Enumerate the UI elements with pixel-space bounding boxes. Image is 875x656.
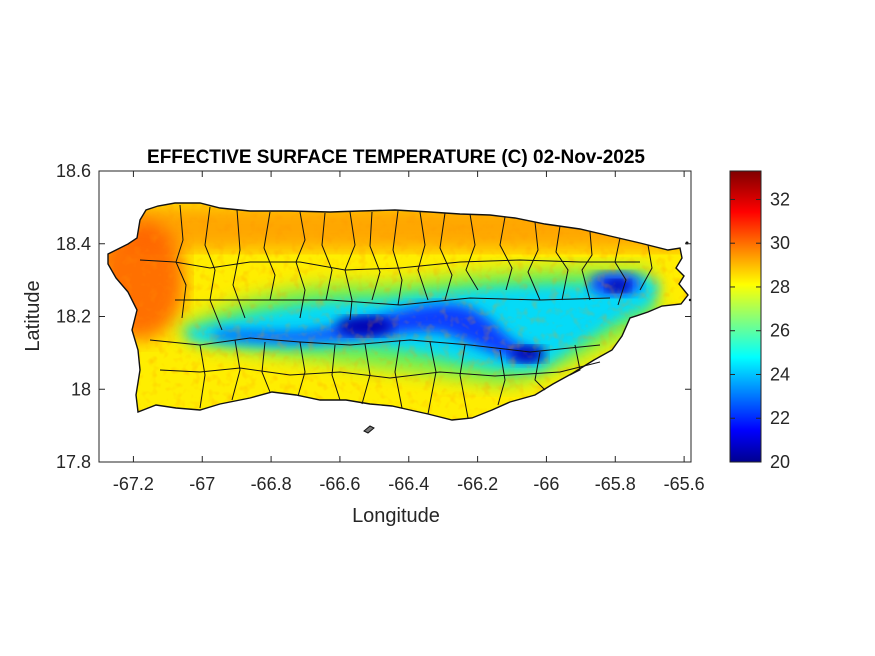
municipal-boundary [459,344,469,419]
municipal-boundaries [139,204,653,419]
municipal-boundary [497,349,506,406]
municipal-boundary [139,259,640,271]
colorbar-tick-label: 24 [770,364,790,384]
municipal-boundary [465,213,479,291]
municipal-boundary [639,244,653,291]
municipal-boundary [569,344,581,376]
x-tick-label: -67 [189,474,215,494]
municipal-boundary [499,216,513,291]
municipal-boundary [427,341,437,415]
municipal-boundary [614,237,627,306]
east-cay-2 [688,298,692,302]
y-tick-label: 18.6 [56,161,91,181]
x-tick-label: -66.2 [457,474,498,494]
municipal-boundary [261,341,271,393]
municipal-boundary [361,343,371,405]
municipal-boundary [175,297,611,306]
x-axis-ticks: -67.2 -67 -66.8 -66.6 -66.4 -66.2 -66 -65.8 -65.… [113,171,705,494]
municipal-boundary [439,212,453,301]
municipal-boundary [149,337,601,353]
municipal-boundary [369,211,381,301]
colorbar-tick-label: 32 [770,189,790,209]
municipal-boundary [232,209,246,319]
x-tick-label: -66.4 [388,474,429,494]
colorbar [729,170,762,463]
x-axis-label: Longitude [352,505,440,527]
municipal-boundary [331,344,341,401]
y-axis-ticks: 17.8 18 18.2 18.4 18.6 [56,161,691,472]
municipal-boundary [417,211,429,301]
x-tick-label: -66.6 [319,474,360,494]
municipal-boundary [534,351,546,391]
municipal-boundary [321,212,333,301]
municipal-boundary [297,341,306,397]
chart-title: EFFECTIVE SURFACE TEMPERATURE (C) 02-Nov… [147,147,645,168]
y-tick-label: 17.8 [56,452,91,472]
x-tick-label: -65.8 [595,474,636,494]
x-tick-label: -65.6 [664,474,705,494]
y-tick-label: 18.2 [56,307,91,327]
municipal-boundary [392,210,403,306]
municipal-boundary [527,221,541,301]
municipal-boundary [394,339,403,409]
municipal-boundary [231,339,241,401]
island-coastline [107,202,689,421]
y-axis-label: Latitude [22,280,44,351]
colorbar-tick-label: 28 [770,277,790,297]
municipal-boundary [199,344,206,409]
municipal-boundary [159,361,601,379]
colorbar-tick-label: 26 [770,321,790,341]
y-tick-label: 18 [71,379,91,399]
x-tick-label: -66 [533,474,559,494]
colorbar-tick-label: 22 [770,408,790,428]
colorbar-ticks: 20 22 24 26 28 30 32 [730,189,790,472]
caja-de-muertos-island [363,425,375,434]
x-tick-label: -67.2 [113,474,154,494]
x-tick-label: -66.8 [251,474,292,494]
municipal-boundary [204,206,223,331]
colorbar-tick-label: 30 [770,233,790,253]
colorbar-tick-label: 20 [770,452,790,472]
y-tick-label: 18.4 [56,234,91,254]
